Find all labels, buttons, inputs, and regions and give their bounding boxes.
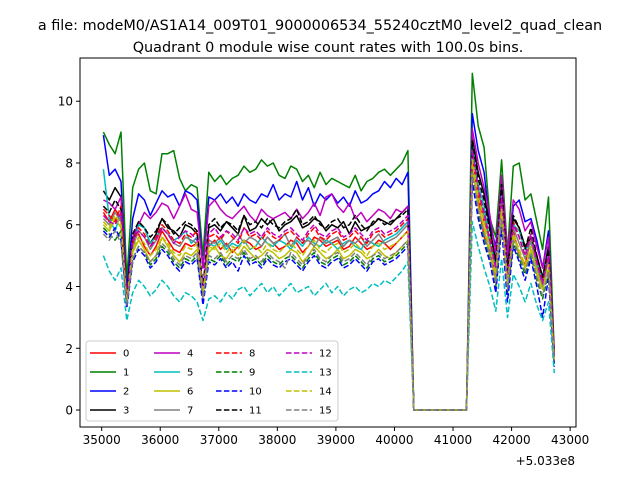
chart-suptitle: a file: modeM0/AS1A14_009T01_9000006534_… <box>38 18 602 34</box>
legend-label-8: 8 <box>249 349 255 360</box>
x-tick-label: 39000 <box>317 433 355 447</box>
legend-label-3: 3 <box>123 406 129 417</box>
legend-label-7: 7 <box>187 406 193 417</box>
series-line-13 <box>102 220 556 411</box>
legend-label-6: 6 <box>187 387 193 398</box>
x-tick-label: 42000 <box>492 433 530 447</box>
series-line-4 <box>103 128 556 411</box>
x-offset-label: +5.033e8 <box>516 454 575 468</box>
y-tick-label: 6 <box>65 218 73 232</box>
legend-box <box>85 340 339 422</box>
x-tick-label: 37000 <box>200 433 238 447</box>
legend-label-13: 13 <box>319 368 332 379</box>
series-line-10 <box>102 180 556 411</box>
legend-label-4: 4 <box>187 349 193 360</box>
legend-label-11: 11 <box>249 406 262 417</box>
series-line-2 <box>102 112 556 411</box>
series-line-9 <box>102 174 556 411</box>
y-tick-label: 8 <box>65 156 73 170</box>
series-line-1 <box>102 72 556 411</box>
x-tick-label: 41000 <box>434 433 472 447</box>
legend-label-1: 1 <box>123 368 129 379</box>
legend-label-2: 2 <box>123 387 129 398</box>
y-axis: 0 2 4 6 8 10 <box>58 95 80 418</box>
x-tick-label: 38000 <box>258 433 296 447</box>
series-line-12 <box>102 149 556 411</box>
legend-label-15: 15 <box>319 406 332 417</box>
legend-label-9: 9 <box>249 368 255 379</box>
x-tick-label: 43000 <box>551 433 589 447</box>
series-layer <box>102 72 556 411</box>
x-tick-label: 40000 <box>375 433 413 447</box>
chart-title: Quadrant 0 module wise count rates with … <box>133 40 524 56</box>
series-line-6 <box>102 165 556 411</box>
x-tick-label: 36000 <box>141 433 179 447</box>
plot-area-frame <box>79 57 577 428</box>
x-tick-label: 35000 <box>83 433 121 447</box>
series-line-11 <box>102 140 556 411</box>
legend-label-5: 5 <box>187 368 193 379</box>
series-line-15 <box>102 171 556 411</box>
y-tick-label: 4 <box>65 280 73 294</box>
y-tick-label: 0 <box>65 404 73 418</box>
legend-label-10: 10 <box>249 387 262 398</box>
y-tick-label: 2 <box>65 342 73 356</box>
x-axis: 35000 36000 37000 38000 39000 40000 41000 42000… <box>83 427 589 447</box>
legend-label-12: 12 <box>319 349 332 360</box>
y-tick-label: 10 <box>58 95 73 109</box>
series-line-3 <box>102 137 556 411</box>
legend-label-0: 0 <box>123 349 129 360</box>
series-line-14 <box>102 159 556 411</box>
legend-label-14: 14 <box>319 387 332 398</box>
